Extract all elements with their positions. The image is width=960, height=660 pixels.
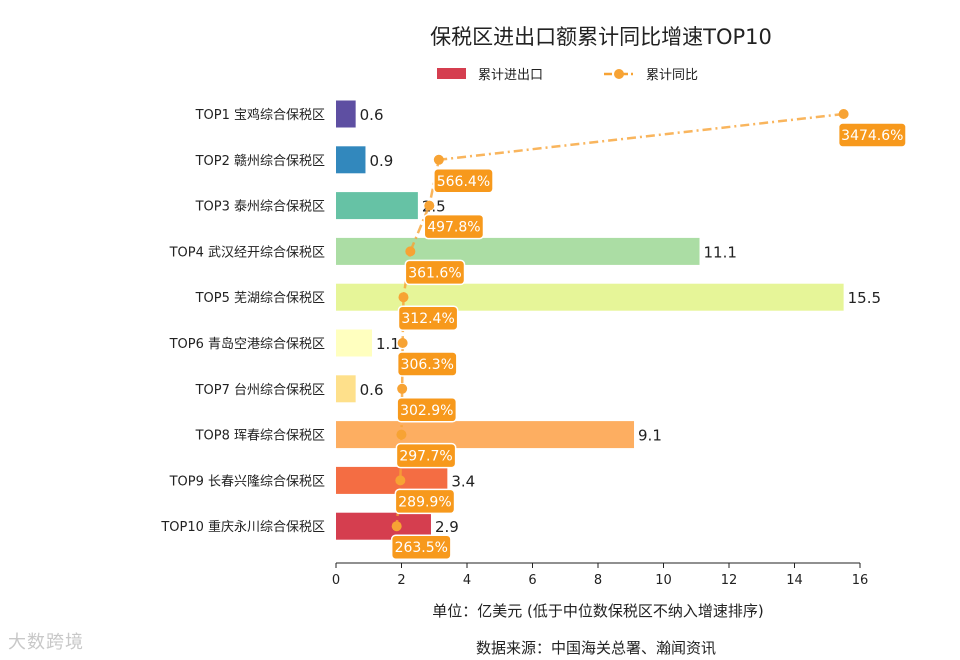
x-tick-label-7: 14 — [786, 573, 803, 588]
yoy-label-box-10 — [390, 534, 452, 560]
bar-value-labels: 0.60.92.511.115.51.10.69.13.42.9 — [360, 106, 881, 536]
watermark-logo: 大数跨境 — [8, 632, 84, 653]
x-axis: 0 2 4 6 8 10 12 14 16 — [332, 562, 869, 588]
yoy-label-box-4 — [404, 259, 466, 286]
category-label-2: TOP2 赣州综合保税区 — [195, 154, 325, 169]
yoy-point-8 — [396, 429, 407, 440]
yoy-label-4: 361.6% — [408, 265, 461, 281]
yoy-label-8: 297.7% — [399, 449, 452, 465]
legend: 累计进出口 累计同比 — [437, 68, 698, 83]
x-tick-label-8: 16 — [852, 573, 869, 588]
bar-value-label-2: 0.9 — [369, 152, 393, 170]
bar-value-label-8: 9.1 — [638, 427, 662, 445]
category-label-4: TOP4 武汉经开综合保税区 — [169, 245, 325, 260]
yoy-label-10: 263.5% — [395, 540, 448, 556]
yoy-label-box-5 — [397, 305, 459, 331]
chart-title: 保税区进出口额累计同比增速TOP10 — [430, 25, 772, 49]
yoy-label-7: 302.9% — [400, 403, 453, 419]
yoy-label-6: 306.3% — [401, 357, 454, 373]
source-note: 数据来源：中国海关总署、瀚闻资讯 — [476, 639, 716, 657]
bar-value-label-5: 15.5 — [848, 289, 881, 307]
x-tick-label-0: 0 — [332, 573, 340, 588]
yoy-label-box-8 — [395, 442, 457, 469]
yoy-label-box-9 — [394, 488, 456, 515]
x-tick-label-2: 4 — [463, 573, 471, 588]
x-tick-label-4: 8 — [594, 573, 602, 588]
category-label-9: TOP9 长春兴隆综合保税区 — [169, 474, 325, 489]
bar-3 — [336, 192, 418, 220]
legend-bar-swatch — [437, 68, 466, 79]
bar-6 — [336, 329, 373, 357]
category-label-7: TOP7 台州综合保税区 — [195, 383, 325, 398]
category-label-8: TOP8 珲春综合保税区 — [195, 429, 325, 444]
x-tick-label-3: 6 — [528, 573, 536, 588]
category-label-10: TOP10 重庆永川综合保税区 — [160, 519, 325, 535]
bar-value-label-6: 1.1 — [376, 335, 400, 353]
bar-1 — [336, 100, 356, 128]
yoy-point-3 — [424, 200, 435, 211]
yoy-point-10 — [391, 521, 402, 532]
x-tick-label-1: 2 — [397, 573, 405, 588]
yoy-point-6 — [397, 338, 408, 348]
x-axis-label: 单位：亿美元 (低于中位数保税区不纳入增速排序) — [432, 602, 763, 620]
yoy-label-9: 289.9% — [398, 494, 451, 510]
yoy-point-5 — [398, 292, 409, 303]
category-labels: TOP1 宝鸡综合保税区 TOP2 赣州综合保税区 TOP3 泰州综合保税区 TOP4… — [160, 107, 325, 535]
bar-value-label-1: 0.6 — [360, 106, 384, 124]
category-label-5: TOP5 芜湖综合保税区 — [195, 291, 325, 306]
yoy-label-box-6 — [396, 351, 458, 377]
bar-4 — [336, 237, 700, 265]
yoy-label-1: 3474.6% — [841, 128, 903, 144]
legend-line-marker — [614, 69, 624, 79]
yoy-point-4 — [405, 246, 416, 257]
x-tick-label-6: 12 — [721, 573, 738, 588]
yoy-label-5: 312.4% — [401, 311, 454, 327]
yoy-line-layer: 3474.6% 566.4% 497.8% 361.6% 312.4% 306.3% 302… — [390, 109, 907, 560]
bar-value-label-10: 2.9 — [435, 518, 459, 536]
bar-8 — [336, 421, 635, 449]
category-label-3: TOP3 泰州综合保税区 — [195, 200, 325, 215]
bar-value-label-9: 3.4 — [451, 472, 475, 490]
legend-bar-label: 累计进出口 — [478, 68, 543, 83]
yoy-point-2 — [433, 154, 444, 165]
yoy-label-box-1 — [837, 122, 907, 148]
yoy-point-7 — [397, 383, 408, 394]
bar-value-label-4: 11.1 — [704, 243, 737, 261]
legend-line-label: 累计同比 — [646, 68, 698, 83]
yoy-label-box-7 — [396, 397, 458, 423]
yoy-label-box-3 — [423, 213, 485, 240]
bar-7 — [336, 375, 356, 403]
category-label-1: TOP1 宝鸡综合保税区 — [195, 107, 325, 123]
yoy-point-9 — [395, 475, 406, 486]
bar-value-label-7: 0.6 — [360, 381, 384, 399]
bar-2 — [336, 146, 366, 174]
yoy-label-2: 566.4% — [437, 174, 490, 190]
yoy-point-1 — [838, 109, 849, 119]
yoy-label-3: 497.8% — [427, 220, 480, 236]
x-tick-label-5: 10 — [655, 573, 672, 588]
category-label-6: TOP6 青岛空港综合保税区 — [169, 336, 325, 352]
yoy-label-box-2 — [433, 168, 494, 194]
